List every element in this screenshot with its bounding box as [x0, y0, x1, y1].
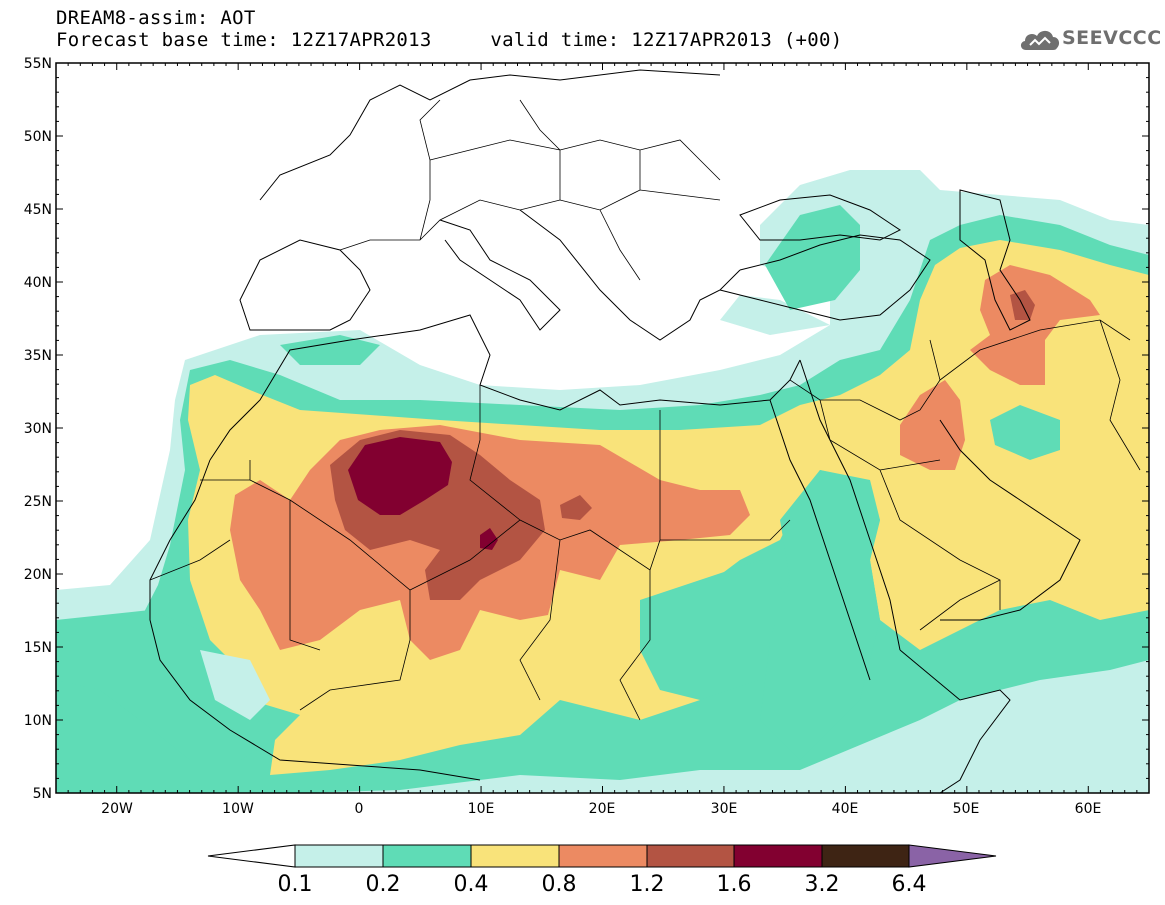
- map-title: DREAM8-assim: AOT: [56, 7, 256, 29]
- lat-label: 35N: [24, 348, 52, 364]
- aot-level-0.8-iraq: [900, 380, 965, 470]
- lon-label: 0: [355, 801, 364, 817]
- colorbar-level-label: 0.1: [278, 872, 313, 897]
- lon-label: 10W: [222, 801, 254, 817]
- aot-contour-fields: [56, 170, 1149, 793]
- lat-label: 40N: [24, 275, 52, 291]
- colorbar-box: [294, 844, 384, 868]
- coastline-black-sea: [739, 194, 901, 241]
- aot-level-0.2-blacksea: [765, 205, 860, 310]
- coastline-italy: [439, 219, 561, 331]
- colorbar-level-label: 1.6: [717, 872, 752, 897]
- coastline-somalia: [899, 649, 1011, 793]
- colorbar-level-label: 0.4: [454, 872, 489, 897]
- colorbar-level-label: 6.4: [892, 872, 927, 897]
- lon-label: 30E: [711, 801, 738, 817]
- colorbar-box: [733, 844, 823, 868]
- axis-ticks: [55, 62, 1150, 794]
- logo-text: SEEVCCC: [1062, 27, 1162, 49]
- colorbar-level-label: 0.2: [366, 872, 401, 897]
- longitude-labels: 20W 10W 0 10E 20E 30E 40E 50E 60E: [101, 801, 1101, 817]
- borders-europe: [339, 99, 721, 281]
- cloud-logo-icon: [1020, 30, 1060, 50]
- borders-middle-east: [789, 319, 1141, 631]
- aot-level-1.2-small: [560, 495, 592, 520]
- seevccc-logo: SEEVCCC: [1018, 24, 1161, 56]
- aot-level-0.2-sudan: [640, 560, 790, 700]
- colorbar-box: [382, 844, 472, 868]
- colorbar-box: [470, 844, 560, 868]
- colorbar-box: [558, 844, 648, 868]
- coastline-balkans-greece: [519, 209, 741, 341]
- colorbar-lower-extension: [207, 844, 296, 868]
- coastlines-borders: [149, 69, 1141, 793]
- forecast-time-subtitle: Forecast base time: 12Z17APR2013 valid t…: [56, 29, 843, 51]
- aot-level-0.2-ethiopia: [760, 470, 880, 760]
- aot-level-0.1-westafrica: [200, 650, 270, 720]
- aot-level-0.2-iran: [990, 405, 1060, 460]
- colorbar: 0.1 0.2 0.4 0.8 1.2 1.6 3.2 6.4: [207, 844, 997, 897]
- colorbar-level-label: 0.8: [542, 872, 577, 897]
- lon-label: 50E: [953, 801, 980, 817]
- colorbar-box: [646, 844, 735, 868]
- coastline-persian-gulf: [939, 419, 1081, 621]
- colorbar-box: [821, 844, 910, 868]
- colorbar-level-label: 3.2: [805, 872, 840, 897]
- coastline-west-africa: [149, 459, 481, 781]
- coastline-mediterranean-south: [209, 314, 801, 461]
- colorbar-level-label: 1.2: [630, 872, 665, 897]
- lat-label: 45N: [24, 202, 52, 218]
- colorbar-upper-extension: [908, 844, 997, 868]
- lon-label: 10E: [468, 801, 495, 817]
- lat-label: 50N: [24, 129, 52, 145]
- lon-label: 40E: [832, 801, 859, 817]
- lon-label: 20W: [101, 801, 133, 817]
- aot-level-0.2-iberia: [280, 335, 380, 365]
- lat-label: 30N: [24, 421, 52, 437]
- lat-label: 5N: [33, 786, 52, 802]
- lat-label: 10N: [24, 713, 52, 729]
- coastline-anatolia: [719, 234, 931, 321]
- coastline-caspian: [959, 189, 1031, 331]
- borders-africa: [149, 385, 791, 721]
- lon-label: 60E: [1075, 801, 1102, 817]
- lat-label: 25N: [24, 494, 52, 510]
- lat-label: 20N: [24, 567, 52, 583]
- coastline-europe: [239, 69, 721, 331]
- aot-level-0.8-iran-north: [970, 265, 1100, 385]
- lat-label: 55N: [24, 56, 52, 72]
- aot-level-0.1-caspian: [720, 295, 830, 335]
- lon-label: 20E: [589, 801, 616, 817]
- latitude-labels: 55N 50N 45N 40N 35N 30N 25N 20N 15N 10N …: [24, 56, 52, 802]
- aot-level-1.6-small: [480, 528, 498, 550]
- aot-level-1.6: [348, 437, 452, 515]
- lat-label: 15N: [24, 640, 52, 656]
- coastline-red-sea: [769, 359, 901, 681]
